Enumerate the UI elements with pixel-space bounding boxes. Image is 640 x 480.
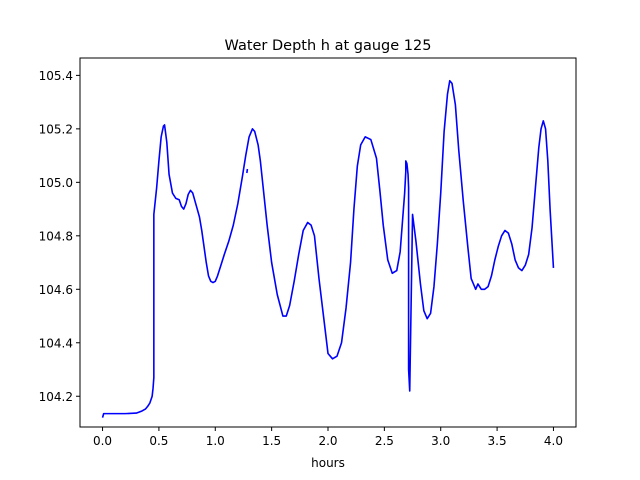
x-tick-label: 1.5 [262, 434, 281, 448]
y-axis: 104.2 104.4 104.6 104.8 105.0 105.2 105.4 [39, 69, 80, 404]
series-line-1 [101, 79, 555, 418]
x-tick-label: 4.0 [544, 434, 563, 448]
y-tick-label: 104.6 [39, 283, 73, 297]
plot-area [101, 79, 555, 418]
x-tick-label: 3.0 [431, 434, 450, 448]
x-tick-label: 2.5 [375, 434, 394, 448]
y-tick-label: 104.4 [39, 336, 73, 350]
x-tick-label: 2.0 [318, 434, 337, 448]
x-axis-label: hours [311, 456, 345, 470]
x-axis: 0.0 0.5 1.0 1.5 2.0 2.5 3.0 3.5 4.0 [93, 427, 563, 448]
y-tick-label: 104.8 [39, 229, 73, 243]
y-tick-label: 105.2 [39, 122, 73, 136]
x-tick-label: 1.0 [206, 434, 225, 448]
y-tick-label: 104.2 [39, 390, 73, 404]
x-tick-label: 3.5 [488, 434, 507, 448]
x-tick-label: 0.5 [149, 434, 168, 448]
y-tick-label: 105.0 [39, 176, 73, 190]
chart-title: Water Depth h at gauge 125 [225, 38, 432, 54]
x-tick-label: 0.0 [93, 434, 112, 448]
y-tick-label: 105.4 [39, 69, 73, 83]
series-layer [101, 79, 555, 418]
series-line-2 [246, 168, 249, 174]
